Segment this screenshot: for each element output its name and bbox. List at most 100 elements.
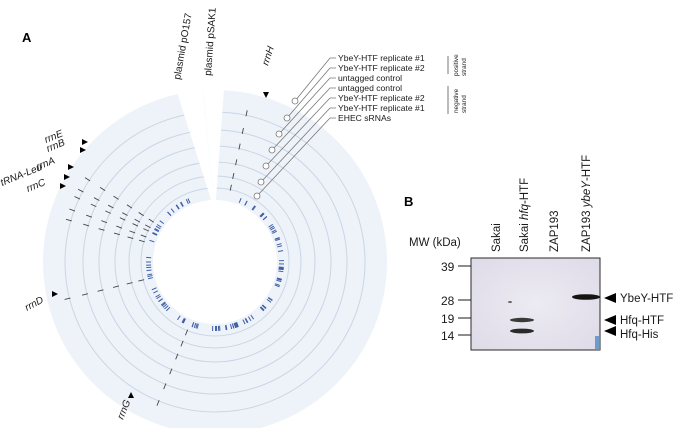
band-faint [508,301,512,303]
srna-mark [155,294,161,298]
srna-mark [151,287,157,291]
srna-mark [242,319,246,325]
legend-track-1: YbeY-HTF replicate #1 [338,53,425,63]
rrnb-arrow [80,147,86,153]
srna-mark [195,323,198,329]
rrnh-arrow [263,92,269,98]
track-spike [83,223,90,227]
track-spike [105,210,111,214]
srna-mark [165,306,171,312]
srna-mark [262,304,267,309]
strand-negative-1: negative [453,88,460,113]
legend-track-3: untagged control [338,73,402,83]
srna-mark [268,296,273,301]
srna-mark [275,238,281,242]
legend-leader [271,87,336,151]
band-label-hfq-htf: Hfq-HTF [620,315,664,327]
track-spike [138,239,145,243]
band-hfq-htf [510,317,534,323]
srna-mark [244,318,248,324]
track-spike [143,228,150,232]
track-spike [101,220,108,224]
legend-anchor [253,192,261,200]
band-label-ybey-htf: YbeY-HTF [620,293,673,305]
srna-mark [181,317,185,323]
srna-mark [233,322,237,328]
track-spike [98,228,105,231]
srna-mark [238,197,242,203]
rrng-arrow [128,392,134,398]
srna-mark [179,202,184,207]
panel-a-label: A [22,30,32,45]
legend-track-7: EHEC sRNAs [338,113,391,123]
rrnh-label: rrnH [260,44,277,67]
arrow-ybey-htf [604,293,616,303]
srna-mark [244,200,248,206]
srna-mark [276,279,282,283]
srna-mark [156,224,162,228]
srna-mark [170,208,175,213]
srna-mark [156,295,162,300]
track-spike [126,204,133,209]
track-spike [180,340,184,347]
srna-mark [158,298,163,302]
track-spike [81,293,89,296]
srna-mark [274,237,280,240]
blot-edge-artifact [595,336,600,350]
mw-marker-14: 14 [441,329,455,343]
srna-mark [247,316,252,322]
track-spike [127,236,134,240]
track-spike [86,214,93,218]
track-spike [232,172,235,179]
band-ybey-htf [572,294,600,300]
legend-track-5: YbeY-HTF replicate #2 [338,93,425,103]
srna-mark [167,211,172,216]
srna-mark [152,232,158,236]
legend-leader [286,67,336,119]
srna-mark [160,301,166,306]
track-spike [119,217,126,221]
srna-mark [182,318,186,324]
mw-marker-28: 28 [441,294,455,308]
track-spike [77,188,84,193]
track-spike [138,279,145,282]
srna-mark [252,205,256,211]
track-spike [113,285,120,288]
plasmid-gap-2 [200,62,226,212]
srna-mark [278,270,284,273]
mw-marker-19: 19 [441,312,455,326]
track-spike [122,212,128,216]
srna-mark [251,205,256,211]
band-labels: YbeY-HTF Hfq-HTF Hfq-His [604,293,673,341]
track-spike [245,110,248,117]
legend-anchor [283,114,291,122]
track-spike [90,203,97,208]
western-blot [470,257,601,351]
track-spike [184,329,189,336]
legend-leader [294,57,336,102]
srna-mark [177,315,181,321]
srna-mark [154,227,160,232]
srna-mark [231,323,235,329]
srna-mark [182,318,186,324]
track-spike [163,383,167,390]
srna-mark [147,273,153,276]
srna-mark [155,225,161,230]
srna-mark [259,307,265,312]
srna-mark [262,216,268,221]
srna-mark [196,323,199,329]
srna-mark [275,283,281,286]
track-spike [93,197,100,201]
rrnd-arrow [52,291,58,297]
strand-negative-2: strand [461,95,468,113]
srna-mark [159,220,165,225]
legend-anchor [262,162,270,170]
srna-mark [235,322,239,328]
srna-mark [260,213,265,218]
srna-mark [149,239,155,243]
panel-b-label: B [404,194,413,209]
band-hfq-his [510,328,534,334]
track-spike [138,212,144,217]
srna-mark [270,227,276,231]
srna-mark [224,325,227,331]
